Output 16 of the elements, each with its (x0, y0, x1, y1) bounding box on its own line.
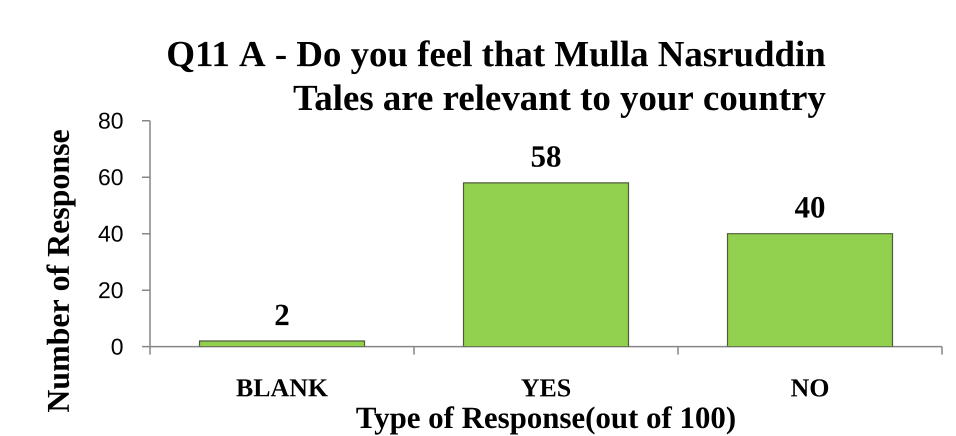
data-label: 58 (532, 146, 560, 167)
y-tick-label: 40 (98, 226, 123, 242)
y-axis-title: Number of Response (46, 130, 76, 412)
x-axis-title: Type of Response(out of 100) (356, 406, 735, 435)
x-tick-label: BLANK (236, 379, 328, 396)
bar (462, 182, 630, 347)
data-label: 40 (794, 196, 824, 218)
y-tick-label: 0 (112, 338, 123, 355)
bar (726, 233, 894, 347)
chart-title: Q11 A - Do you feel that Mulla Nasruddin Tales are relevant to your country (168, 40, 826, 118)
y-tick-label: 60 (99, 169, 123, 186)
data-label: 2 (276, 304, 288, 326)
y-tick-label: 80 (99, 112, 123, 129)
y-tick-label: 20 (99, 282, 123, 298)
x-tick-label: NO (791, 379, 828, 397)
x-tick-label: YES (521, 379, 570, 397)
